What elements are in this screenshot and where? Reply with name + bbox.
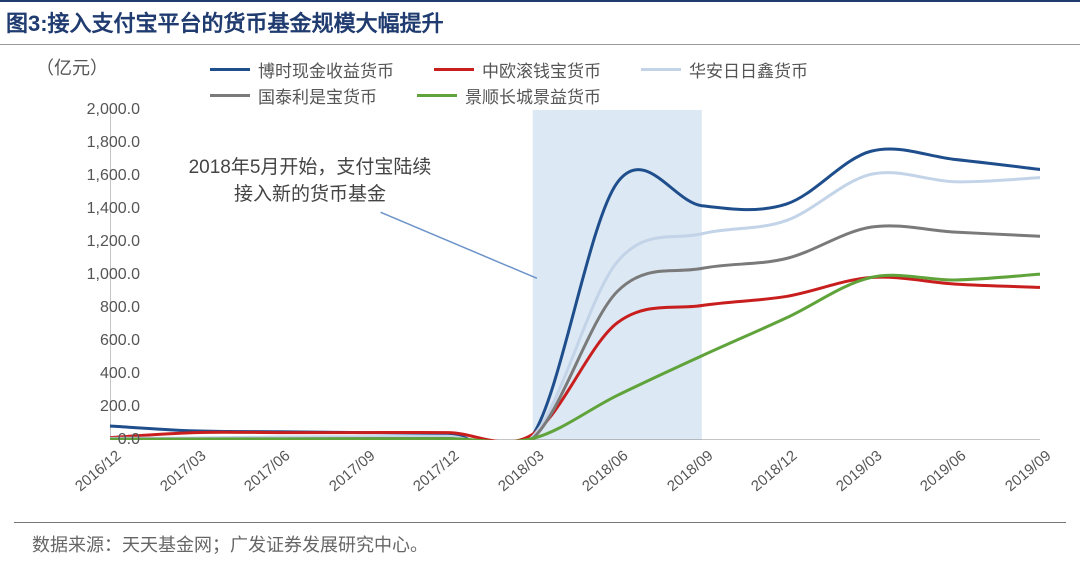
line-chart [110,110,1040,440]
legend-label: 华安日日鑫货币 [689,57,808,82]
y-tick-label: 400.0 [50,365,140,383]
x-tick-label: 2019/03 [833,447,885,495]
y-tick-label: 1,600.0 [50,167,140,185]
figure-root: 图3:接入支付宝平台的货币基金规模大幅提升 （亿元） 博时现金收益货币 中欧滚钱宝… [0,0,1080,573]
x-tick-label: 2019/09 [1002,447,1054,495]
x-tick-label: 2018/03 [495,447,547,495]
legend-swatch [641,68,681,71]
y-tick-label: 200.0 [50,398,140,416]
legend-item: 博时现金收益货币 [210,56,394,82]
y-axis-label: （亿元） [36,54,108,80]
y-tick-label: 1,400.0 [50,200,140,218]
legend-label: 国泰利是宝货币 [258,83,377,108]
x-tick-label: 2017/03 [157,447,209,495]
legend-item: 国泰利是宝货币 [210,82,377,108]
x-tick-label: 2018/09 [664,447,716,495]
y-tick-label: 2,000.0 [50,101,140,119]
legend-label: 中欧滚钱宝货币 [482,57,601,82]
source-rule [14,522,1066,523]
y-tick-label: 1,200.0 [50,233,140,251]
y-tick-label: 1,800.0 [50,134,140,152]
y-tick-label: 0.0 [50,431,140,449]
legend-swatch [210,94,250,97]
y-tick-label: 1,000.0 [50,266,140,284]
x-tick-label: 2019/06 [917,447,969,495]
legend-label: 博时现金收益货币 [258,57,394,82]
x-tick-label: 2016/12 [72,447,124,495]
legend-swatch [210,68,250,71]
legend-swatch [434,68,474,71]
x-tick-label: 2017/12 [410,447,462,495]
x-tick-label: 2018/06 [579,447,631,495]
legend-item: 中欧滚钱宝货币 [434,56,601,82]
title-bar: 图3:接入支付宝平台的货币基金规模大幅提升 [0,0,1080,45]
legend-item: 华安日日鑫货币 [641,56,808,82]
y-tick-label: 600.0 [50,332,140,350]
chart-title: 图3:接入支付宝平台的货币基金规模大幅提升 [6,11,444,36]
legend: 博时现金收益货币 中欧滚钱宝货币 华安日日鑫货币国泰利是宝货币 景顺长城景益货币 [210,56,1010,108]
y-tick-label: 800.0 [50,299,140,317]
x-tick-label: 2017/09 [326,447,378,495]
legend-label: 景顺长城景益货币 [465,83,601,108]
legend-item: 景顺长城景益货币 [417,82,601,108]
source-text: 数据来源：天天基金网；广发证券发展研究中心。 [32,531,428,557]
x-tick-label: 2018/12 [748,447,800,495]
legend-swatch [417,94,457,97]
x-tick-label: 2017/06 [241,447,293,495]
